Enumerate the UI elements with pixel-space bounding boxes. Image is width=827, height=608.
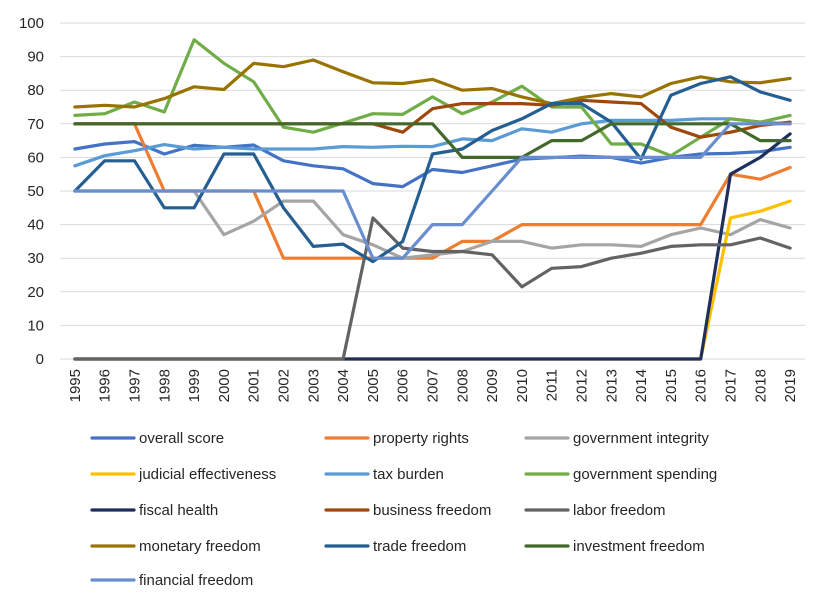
x-tick-label: 2012 [574, 369, 591, 402]
series-line-financial-freedom [73, 122, 792, 260]
y-tick-label: 100 [19, 15, 44, 32]
legend-label: overall score [139, 430, 224, 447]
x-tick-label: 1995 [67, 369, 84, 402]
series-line-tax-burden [73, 117, 792, 168]
legend-label: monetary freedom [139, 538, 261, 555]
series-lines [73, 38, 792, 361]
legend-item: labor freedom [524, 502, 666, 519]
series-line-monetary-freedom [73, 58, 792, 109]
x-tick-label: 2006 [395, 369, 412, 402]
legend-item: financial freedom [90, 572, 253, 589]
x-tick-label: 2005 [365, 369, 382, 402]
legend-item: overall score [90, 430, 224, 447]
y-tick-label: 20 [27, 284, 44, 301]
x-tick-label: 2014 [633, 369, 650, 402]
x-tick-label: 2017 [723, 369, 740, 402]
series-line-government-spending [73, 38, 792, 158]
x-tick-label: 1996 [97, 369, 114, 402]
legend-label: tax burden [373, 466, 444, 483]
series-line-labor-freedom [73, 216, 792, 361]
legend-item: judicial effectiveness [90, 466, 276, 483]
legend-label: trade freedom [373, 538, 466, 555]
legend-item: business freedom [324, 502, 491, 519]
y-tick-label: 90 [27, 49, 44, 66]
y-tick-label: 80 [27, 82, 44, 99]
x-tick-label: 2011 [544, 369, 561, 401]
x-tick-label: 2016 [693, 369, 710, 402]
legend-label: government integrity [573, 430, 709, 447]
legend-label: judicial effectiveness [138, 466, 276, 483]
legend: overall score property rights government i… [90, 430, 717, 589]
x-axis-tick-labels: 1995 1996 1997 1998 1999 2000 2001 2002 2003 2004… [67, 369, 799, 402]
legend-label: government spending [573, 466, 717, 483]
y-tick-label: 60 [27, 149, 44, 166]
legend-item: trade freedom [324, 538, 466, 555]
y-tick-label: 30 [27, 250, 44, 267]
x-tick-label: 2001 [246, 369, 263, 402]
x-tick-label: 2002 [276, 369, 293, 402]
x-tick-label: 1998 [156, 369, 173, 402]
x-tick-label: 2015 [663, 369, 680, 402]
legend-item: investment freedom [524, 538, 705, 555]
x-tick-label: 2008 [454, 369, 471, 402]
x-tick-label: 2007 [425, 369, 442, 402]
x-tick-label: 2018 [752, 369, 769, 402]
series-line-investment-freedom [73, 122, 792, 159]
legend-item: government integrity [524, 430, 709, 447]
x-tick-label: 1999 [186, 369, 203, 402]
y-tick-label: 10 [27, 317, 44, 334]
x-tick-label: 2003 [305, 369, 322, 402]
x-tick-label: 2010 [514, 369, 531, 402]
y-tick-label: 70 [27, 116, 44, 133]
series-line-trade-freedom [73, 75, 792, 264]
legend-item: government spending [524, 466, 717, 483]
x-tick-label: 2000 [216, 369, 233, 402]
legend-label: investment freedom [573, 538, 705, 555]
y-tick-label: 50 [27, 183, 44, 200]
legend-item: fiscal health [90, 502, 218, 519]
x-tick-label: 2009 [484, 369, 501, 402]
legend-item: tax burden [324, 466, 444, 483]
x-tick-label: 2013 [603, 369, 620, 402]
y-tick-label: 40 [27, 217, 44, 234]
y-axis-tick-labels: 0 10 20 30 40 50 60 70 80 90 100 [19, 15, 44, 368]
x-tick-label: 1997 [127, 369, 144, 402]
x-tick-label: 2019 [782, 369, 799, 402]
legend-item: property rights [324, 430, 469, 447]
legend-label: property rights [373, 430, 469, 447]
legend-label: labor freedom [573, 502, 666, 519]
x-tick-label: 2004 [335, 369, 352, 402]
legend-label: business freedom [373, 502, 491, 519]
y-tick-label: 0 [36, 351, 44, 368]
legend-label: financial freedom [139, 572, 253, 589]
legend-item: monetary freedom [90, 538, 261, 555]
legend-label: fiscal health [139, 502, 218, 519]
